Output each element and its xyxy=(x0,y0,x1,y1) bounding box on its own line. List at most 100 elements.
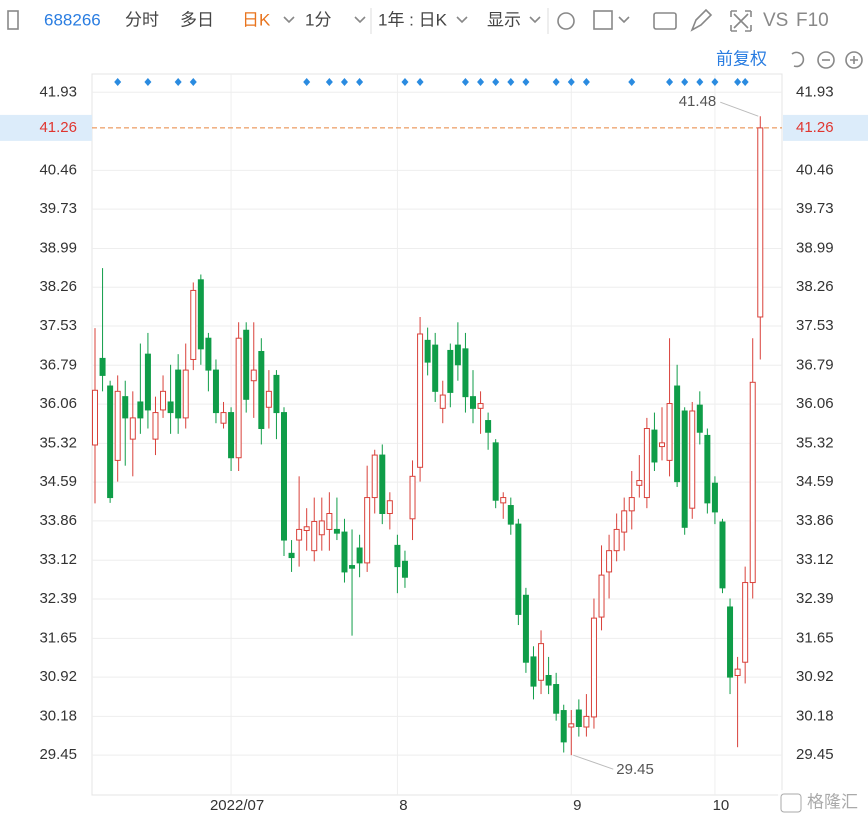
adjust-select[interactable]: 前复权 xyxy=(716,49,767,68)
indicator-icon[interactable] xyxy=(593,10,613,30)
y-tick-label-right: 30.18 xyxy=(796,707,834,724)
reset-icon[interactable] xyxy=(791,51,805,68)
candle-body xyxy=(659,442,665,448)
event-marker xyxy=(711,78,719,86)
candle-body xyxy=(749,381,756,584)
display-select[interactable]: 显示 xyxy=(487,10,521,29)
event-marker xyxy=(696,78,704,86)
f10-button[interactable]: F10 xyxy=(796,10,829,31)
x-tick-label: 2022/07 xyxy=(210,797,264,814)
event-marker xyxy=(567,78,575,86)
max-label: 41.48 xyxy=(679,93,717,110)
candle-body xyxy=(386,500,393,514)
y-tick-label-right: 36.06 xyxy=(796,395,834,412)
candle-body xyxy=(515,523,522,615)
candle-body xyxy=(575,709,582,727)
candle-body xyxy=(454,344,461,366)
y-tick-label: 38.26 xyxy=(39,278,77,295)
camera-icon[interactable] xyxy=(653,12,677,30)
candle-body xyxy=(220,412,227,424)
y-tick-label: 34.59 xyxy=(39,473,77,490)
candle-body xyxy=(114,390,121,461)
watermark: 格隆汇 xyxy=(807,792,858,811)
y-tick-label: 31.65 xyxy=(39,629,77,646)
candle-body xyxy=(477,403,484,409)
candle-body xyxy=(485,420,492,433)
candle-body xyxy=(568,723,575,728)
zoom-in-icon[interactable] xyxy=(845,51,863,69)
y-tick-label: 29.45 xyxy=(39,746,77,763)
candle-body xyxy=(553,684,560,714)
dropdown-arrow[interactable] xyxy=(456,16,468,24)
candle-body xyxy=(167,401,174,414)
event-marker xyxy=(552,78,560,86)
y-tick-label: 36.06 xyxy=(39,395,77,412)
x-tick-label: 10 xyxy=(713,797,730,814)
event-marker xyxy=(416,78,424,86)
stock-code[interactable]: 688266 xyxy=(44,10,101,29)
event-marker xyxy=(461,78,469,86)
settings-icon[interactable] xyxy=(557,12,575,30)
candle-body xyxy=(144,353,151,411)
candle-body xyxy=(205,337,212,371)
candle-body xyxy=(598,574,605,618)
event-marker xyxy=(325,78,333,86)
candle-body xyxy=(288,552,295,559)
candle-body xyxy=(212,369,219,414)
y-tick-label: 40.46 xyxy=(39,161,77,178)
event-marker xyxy=(189,78,197,86)
event-marker xyxy=(628,78,636,86)
candle-body xyxy=(560,710,567,743)
candle-body xyxy=(250,369,257,382)
period-select[interactable]: 1年 : 日K xyxy=(378,10,448,29)
fullscreen-icon[interactable] xyxy=(730,10,752,32)
event-marker xyxy=(681,78,689,86)
candle-body xyxy=(432,344,439,392)
dropdown-arrow[interactable] xyxy=(354,16,366,24)
watermark-bg xyxy=(778,790,866,818)
candle-body xyxy=(265,390,272,408)
candle-body xyxy=(689,410,696,509)
y-tick-label-right: 40.46 xyxy=(796,161,834,178)
dropdown-arrow[interactable] xyxy=(618,16,630,24)
y-tick-label: 30.92 xyxy=(39,668,77,685)
dropdown-arrow[interactable] xyxy=(529,16,541,24)
candle-body xyxy=(137,401,144,419)
candle-body xyxy=(318,520,325,536)
candle-body xyxy=(401,560,408,578)
min-label: 29.45 xyxy=(616,761,654,778)
candle-body xyxy=(583,715,590,728)
tab-active[interactable]: 日K xyxy=(242,10,271,29)
candle-body xyxy=(545,674,552,686)
tab[interactable]: 分时 xyxy=(125,10,159,29)
candle-body xyxy=(296,528,303,541)
y-tick-label-right: 30.92 xyxy=(796,668,834,685)
zoom-out-icon[interactable] xyxy=(817,51,835,69)
candle-body xyxy=(235,337,242,459)
y-tick-label-right: 33.86 xyxy=(796,512,834,529)
candle-body xyxy=(538,643,545,681)
event-marker xyxy=(340,78,348,86)
candle-body xyxy=(122,396,129,419)
tab[interactable]: 1分 xyxy=(305,10,331,29)
y-tick-label-right: 41.93 xyxy=(796,83,834,100)
dropdown-arrow[interactable] xyxy=(283,16,295,24)
candle-body xyxy=(651,429,658,463)
candle-body xyxy=(606,550,613,573)
candle-body xyxy=(311,520,318,552)
price-label-right: 41.26 xyxy=(796,119,834,136)
event-marker xyxy=(401,78,409,86)
draw-icon[interactable] xyxy=(690,8,713,32)
candle-body xyxy=(462,348,469,398)
candle-body xyxy=(613,528,620,552)
candle-body xyxy=(152,412,159,440)
tab[interactable]: 多日 xyxy=(180,10,214,29)
compare-button[interactable]: VS xyxy=(763,10,788,31)
candle-body xyxy=(742,582,749,663)
candle-body xyxy=(492,442,499,501)
candle-body xyxy=(364,497,371,564)
panel-icon[interactable] xyxy=(7,10,19,30)
event-marker xyxy=(144,78,152,86)
candle-body xyxy=(507,505,514,525)
candle-body xyxy=(711,482,718,513)
